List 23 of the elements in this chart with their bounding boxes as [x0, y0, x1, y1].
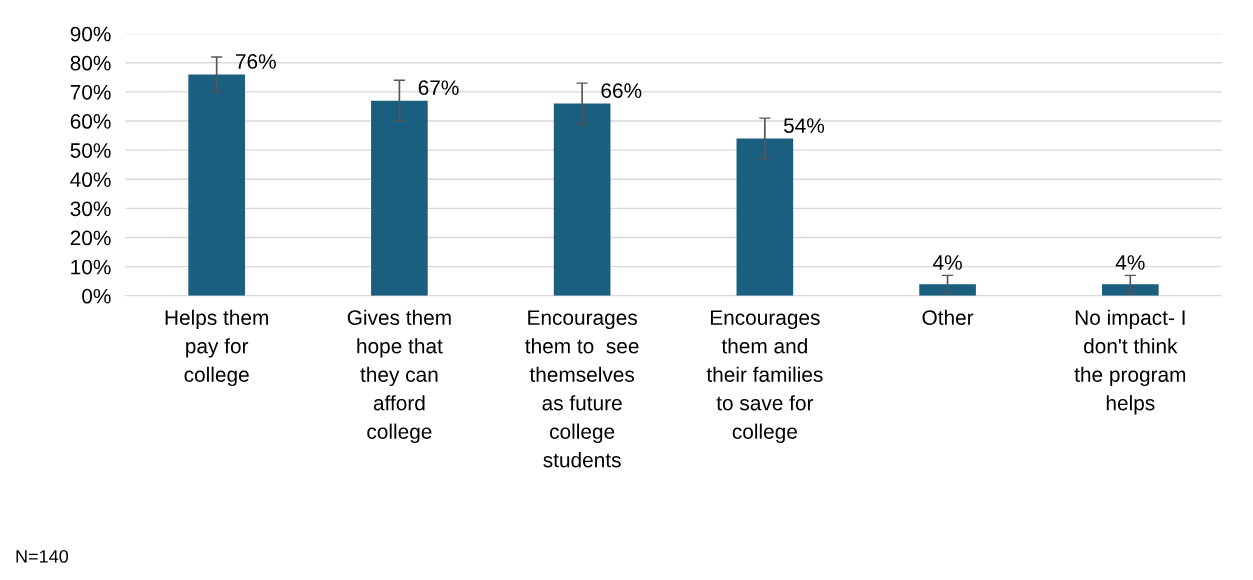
- data-label: 76%: [236, 54, 276, 69]
- y-tick-label: 0%: [82, 288, 111, 304]
- y-tick-label: 80%: [70, 55, 111, 71]
- y-tick-label: 90%: [70, 26, 111, 42]
- x-tick-label: Encourages them and their families to save for college: [706, 310, 823, 444]
- y-tick-label: 20%: [70, 230, 111, 246]
- data-label: 4%: [933, 255, 962, 270]
- y-tick-label: 40%: [70, 172, 111, 188]
- data-label: 67%: [418, 80, 459, 96]
- x-tick-label: Other: [922, 309, 974, 325]
- text: N=140: [16, 549, 69, 563]
- x-tick-label: Gives them hope that they can afford college: [347, 309, 451, 444]
- data-label: 66%: [601, 83, 642, 98]
- y-tick-label: 60%: [70, 114, 111, 129]
- x-tick-label: No impact- I don't think the program helps: [1074, 309, 1186, 415]
- x-tick-label: Encourages them to see themselves as future college students: [525, 310, 639, 468]
- data-label: 54%: [783, 118, 825, 133]
- data-label: 4%: [1115, 255, 1145, 270]
- y-tick-label: 70%: [70, 84, 111, 100]
- y-tick-label: 30%: [70, 201, 111, 217]
- y-tick-label: 10%: [71, 259, 111, 275]
- y-tick-label: 50%: [70, 143, 111, 158]
- x-tick-label: Helps them pay for college: [165, 309, 268, 387]
